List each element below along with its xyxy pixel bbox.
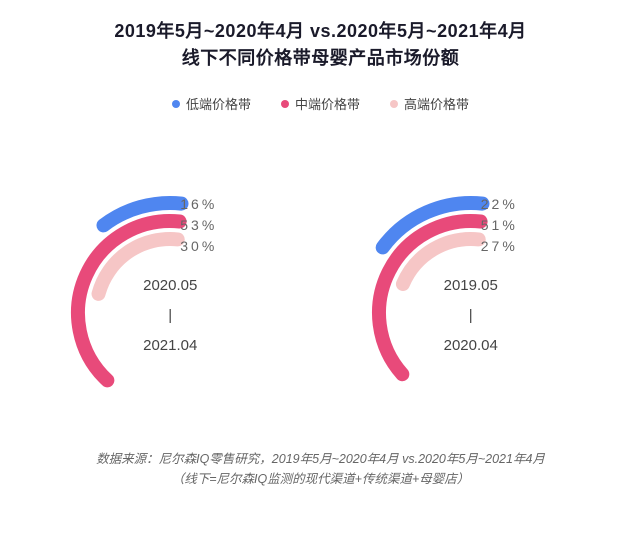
legend-item: 低端价格带: [172, 94, 251, 113]
legend-label: 中端价格带: [295, 94, 360, 113]
period-line2: 2021.04: [110, 331, 230, 361]
value-labels: 22%51%27%: [481, 194, 518, 257]
value-label: 53%: [180, 215, 217, 236]
period-line2: 2020.04: [411, 331, 531, 361]
page-title: 2019年5月~2020年4月 vs.2020年5月~2021年4月 线下不同价…: [0, 0, 641, 72]
value-label: 27%: [481, 236, 518, 257]
legend-label: 低端价格带: [186, 94, 251, 113]
value-label: 51%: [481, 215, 518, 236]
data-source: 数据来源：尼尔森IQ零售研究，2019年5月~2020年4月 vs.2020年5…: [0, 449, 641, 489]
source-line2: （线下=尼尔森IQ监测的现代渠道+传统渠道+母婴店）: [20, 469, 621, 489]
period-separator: |: [411, 301, 531, 331]
period-line1: 2019.05: [411, 271, 531, 301]
value-label: 22%: [481, 194, 518, 215]
legend-item: 高端价格带: [390, 94, 469, 113]
value-label: 16%: [180, 194, 217, 215]
radial-chart: 16%53%30% 2020.05|2021.04: [30, 123, 310, 453]
center-period-label: 2020.05|2021.04: [110, 271, 230, 361]
period-separator: |: [110, 301, 230, 331]
title-line2: 线下不同价格带母婴产品市场份额: [30, 45, 611, 72]
value-labels: 16%53%30%: [180, 194, 217, 257]
legend-item: 中端价格带: [281, 94, 360, 113]
radial-chart: 22%51%27% 2019.05|2020.04: [331, 123, 611, 453]
title-line1: 2019年5月~2020年4月 vs.2020年5月~2021年4月: [30, 18, 611, 45]
center-period-label: 2019.05|2020.04: [411, 271, 531, 361]
period-line1: 2020.05: [110, 271, 230, 301]
value-label: 30%: [180, 236, 217, 257]
legend-dot: [281, 100, 289, 108]
legend-dot: [390, 100, 398, 108]
legend: 低端价格带 中端价格带 高端价格带: [0, 94, 641, 113]
legend-dot: [172, 100, 180, 108]
chart-row: 16%53%30%2020.05|2021.0422%51%27%2019.05…: [0, 123, 641, 453]
legend-label: 高端价格带: [404, 94, 469, 113]
